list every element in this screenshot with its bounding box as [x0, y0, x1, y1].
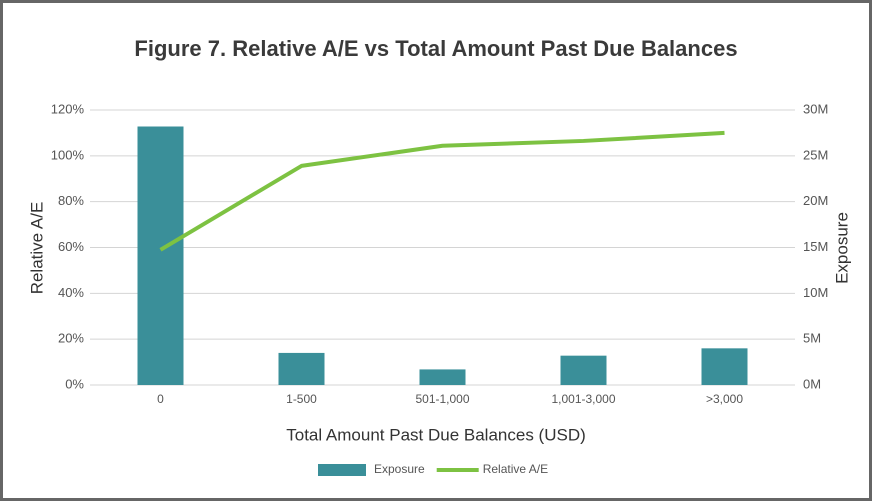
y2-tick-label: 20M: [803, 193, 828, 208]
y-tick-label: 20%: [58, 331, 84, 346]
bar: [419, 369, 466, 385]
y-tick-label: 40%: [58, 285, 84, 300]
legend-label: Exposure: [374, 462, 425, 476]
y-tick-label: 80%: [58, 193, 84, 208]
y2-tick-label: 5M: [803, 331, 821, 346]
line: [159, 130, 725, 252]
y2-tick-label: 10M: [803, 285, 828, 300]
y-tick-label: 100%: [51, 147, 85, 162]
bar: [701, 348, 748, 385]
y2-tick-label: 0M: [803, 376, 821, 391]
x-tick-label: 0: [157, 392, 164, 406]
y-axis-title: Relative A/E: [27, 202, 46, 295]
chart-title: Figure 7. Relative A/E vs Total Amount P…: [134, 36, 737, 61]
x-axis-title: Total Amount Past Due Balances (USD): [286, 425, 586, 444]
bar: [278, 352, 325, 385]
y2-axis-title: Exposure: [832, 212, 851, 284]
y-tick-label: 60%: [58, 239, 84, 254]
legend-swatch: [318, 464, 366, 476]
x-tick-label: 501-1,000: [415, 392, 469, 406]
bar: [137, 126, 184, 385]
legend-label: Relative A/E: [483, 462, 548, 476]
y2-tick-label: 25M: [803, 147, 828, 162]
bar: [560, 355, 607, 385]
x-tick-label: 1-500: [286, 392, 317, 406]
y-tick-label: 0%: [65, 376, 84, 391]
y-tick-label: 120%: [51, 101, 85, 116]
y2-tick-label: 30M: [803, 101, 828, 116]
x-tick-label: 1,001-3,000: [551, 392, 615, 406]
x-tick-label: >3,000: [706, 392, 743, 406]
y2-tick-label: 15M: [803, 239, 828, 254]
